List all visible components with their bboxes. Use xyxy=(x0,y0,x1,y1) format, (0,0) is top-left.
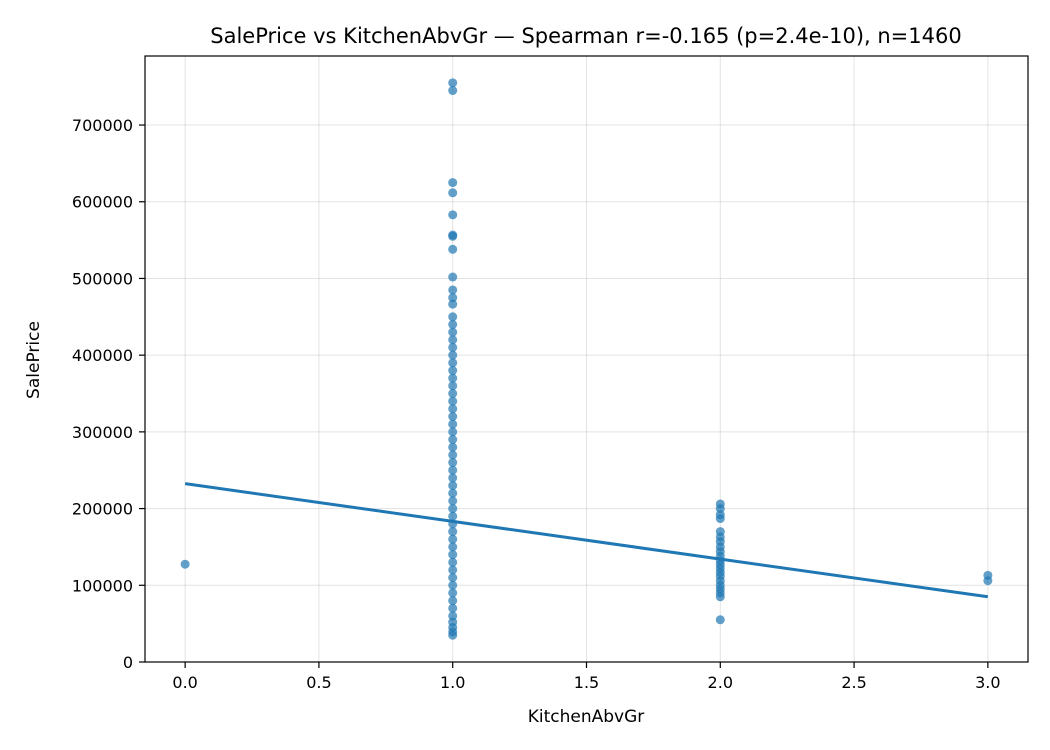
data-point xyxy=(715,514,725,524)
data-point xyxy=(448,603,458,613)
data-point xyxy=(448,231,458,241)
data-point xyxy=(448,565,458,575)
data-point xyxy=(448,381,458,391)
data-point xyxy=(448,312,458,322)
data-point xyxy=(448,504,458,514)
data-point xyxy=(448,412,458,422)
data-point xyxy=(448,404,458,414)
data-point xyxy=(448,427,458,437)
data-point xyxy=(448,588,458,598)
data-point xyxy=(448,285,458,295)
data-point xyxy=(448,86,458,96)
x-tick-label: 2.5 xyxy=(841,673,866,692)
data-point xyxy=(448,327,458,337)
data-point xyxy=(448,465,458,475)
y-tick-label: 100000 xyxy=(72,576,133,595)
data-point xyxy=(448,350,458,360)
data-point xyxy=(448,272,458,282)
data-point xyxy=(448,319,458,329)
data-point xyxy=(448,580,458,590)
data-point xyxy=(448,458,458,468)
data-point xyxy=(448,481,458,491)
data-point xyxy=(448,366,458,376)
data-point xyxy=(448,342,458,352)
data-point xyxy=(448,473,458,483)
x-tick-label: 1.5 xyxy=(574,673,599,692)
data-point xyxy=(448,435,458,445)
data-point xyxy=(448,335,458,345)
data-point xyxy=(448,596,458,606)
trend-line-layer xyxy=(184,482,989,599)
y-tick-label: 500000 xyxy=(72,269,133,288)
trend-line xyxy=(184,482,989,599)
x-axis-label: KitchenAbvGr xyxy=(528,707,645,727)
data-point xyxy=(448,442,458,452)
data-point xyxy=(448,573,458,583)
x-tick-label: 3.0 xyxy=(975,673,1000,692)
chart-title: SalePrice vs KitchenAbvGr — Spearman r=-… xyxy=(210,24,961,48)
data-point xyxy=(448,542,458,552)
data-point xyxy=(448,550,458,560)
data-point xyxy=(448,178,458,188)
y-tick-label: 400000 xyxy=(72,346,133,365)
data-point xyxy=(448,293,458,303)
y-tick-label: 700000 xyxy=(72,116,133,135)
data-point xyxy=(448,511,458,521)
data-point xyxy=(448,496,458,506)
data-point xyxy=(448,557,458,567)
y-axis-label: SalePrice xyxy=(24,321,44,399)
y-tick-label: 600000 xyxy=(72,193,133,212)
x-tick-label: 1.0 xyxy=(440,673,465,692)
data-point xyxy=(180,559,190,569)
data-point xyxy=(448,419,458,429)
data-point xyxy=(448,244,458,254)
data-point xyxy=(715,615,725,625)
x-tick-label: 2.0 xyxy=(708,673,733,692)
data-point xyxy=(448,396,458,406)
data-point xyxy=(448,534,458,544)
data-point xyxy=(448,630,458,640)
data-points xyxy=(180,78,993,640)
x-axis-ticks: 0.0 0.5 1.0 1.5 2.0 2.5 3.0 xyxy=(172,662,1001,692)
data-point xyxy=(448,488,458,498)
data-point xyxy=(448,358,458,368)
data-point xyxy=(448,299,458,309)
data-point xyxy=(448,373,458,383)
data-point xyxy=(448,450,458,460)
data-point xyxy=(448,389,458,399)
y-tick-label: 300000 xyxy=(72,423,133,442)
y-tick-label: 200000 xyxy=(72,500,133,519)
x-tick-label: 0.0 xyxy=(172,673,197,692)
data-point xyxy=(983,576,993,586)
data-point xyxy=(448,210,458,220)
y-tick-label: 0 xyxy=(123,653,133,672)
y-axis-ticks: 0 100000 200000 300000 400000 500000 600000 700… xyxy=(72,116,145,672)
data-point xyxy=(448,78,458,88)
data-point xyxy=(715,592,725,602)
grid-lines xyxy=(145,56,1028,663)
data-point xyxy=(448,188,458,198)
data-point xyxy=(448,527,458,537)
x-tick-label: 0.5 xyxy=(306,673,331,692)
